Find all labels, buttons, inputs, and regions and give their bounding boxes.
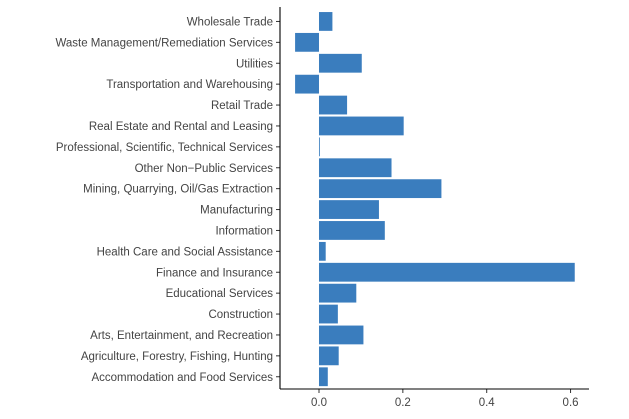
category-label: Transportation and Warehousing	[106, 79, 273, 91]
bar	[318, 95, 348, 115]
bar	[318, 116, 404, 136]
category-label: Retail Trade	[211, 100, 273, 112]
category-label: Health Care and Social Assistance	[97, 246, 273, 258]
bar	[295, 74, 319, 94]
category-label: Wholesale Trade	[187, 16, 273, 28]
category-label: Manufacturing	[200, 205, 273, 217]
category-label: Finance and Insurance	[156, 267, 273, 279]
bar	[318, 325, 364, 345]
y-ticks-group	[276, 20, 280, 378]
bar	[318, 304, 338, 324]
x-tick-label: 0.6	[563, 397, 579, 409]
category-labels-group: Wholesale Trade Waste Management/Remediat…	[55, 16, 273, 383]
category-label: Professional, Scientific, Technical Serv…	[56, 142, 273, 154]
category-label: Waste Management/Remediation Services	[55, 37, 273, 49]
bar	[318, 221, 385, 240]
category-label: Construction	[208, 309, 273, 321]
bar	[318, 200, 379, 219]
category-label: Information	[215, 225, 273, 237]
bar	[318, 262, 575, 282]
bar	[318, 137, 320, 157]
bar	[318, 179, 442, 199]
x-tick-label: 0.2	[395, 397, 411, 409]
category-label: Mining, Quarrying, Oil/Gas Extraction	[83, 184, 273, 196]
category-label: Accommodation and Food Services	[91, 372, 273, 384]
x-tick-label: 0.4	[479, 397, 496, 409]
category-label: Real Estate and Rental and Leasing	[89, 121, 273, 133]
bar	[318, 12, 333, 31]
bar	[318, 283, 357, 303]
bar	[295, 32, 319, 52]
x-ticks-group: 0.0 0.2 0.4 0.6	[311, 389, 579, 409]
category-label: Utilities	[236, 58, 273, 70]
bar	[318, 346, 339, 366]
category-label: Educational Services	[166, 288, 274, 300]
bar	[318, 241, 326, 261]
category-label: Other Non−Public Services	[135, 163, 274, 175]
category-label: Arts, Entertainment, and Recreation	[90, 330, 273, 342]
bar	[318, 53, 362, 73]
bars-group	[295, 12, 575, 387]
x-tick-label: 0.0	[311, 397, 327, 409]
category-label: Agriculture, Forestry, Fishing, Hunting	[81, 351, 273, 363]
bar	[318, 367, 328, 387]
bar	[318, 158, 392, 178]
